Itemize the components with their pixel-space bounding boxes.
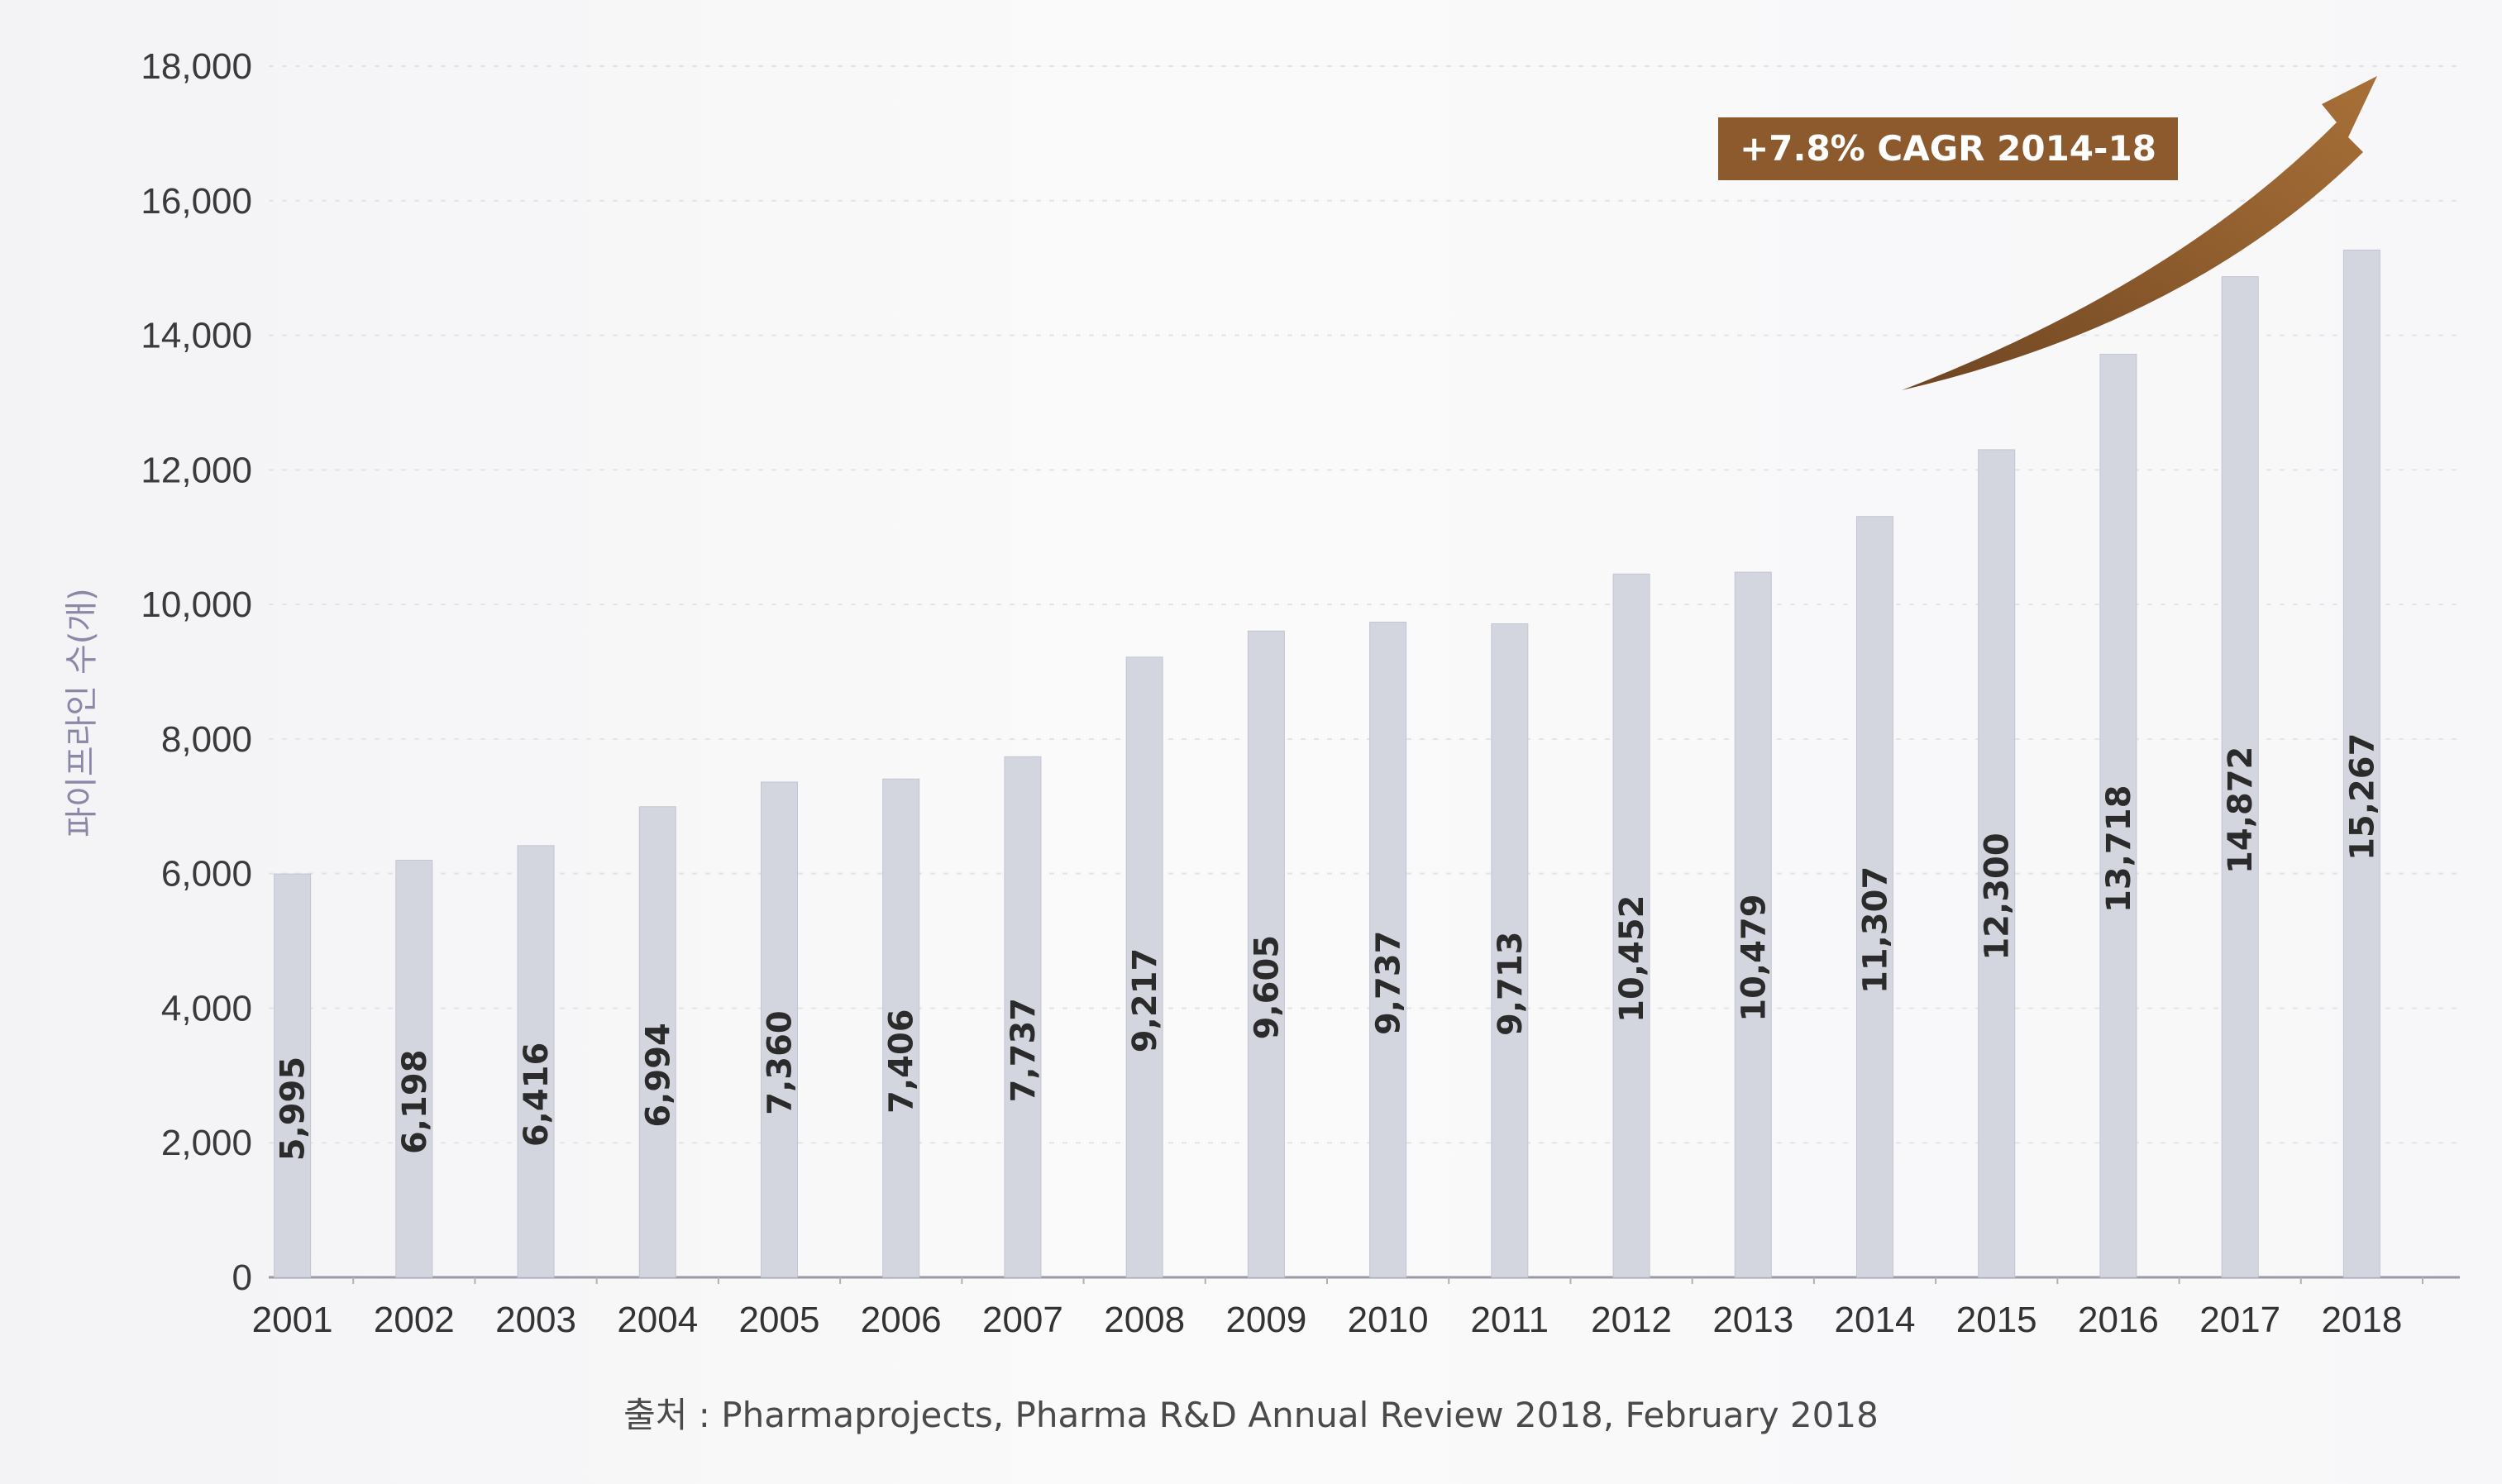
data-label: 9,605: [1248, 935, 1286, 1040]
bar-2014: [1856, 516, 1893, 1278]
data-label: 12,300: [1979, 833, 2017, 960]
data-label: 14,872: [2222, 747, 2260, 874]
bar-2006: [882, 778, 920, 1278]
x-tick-label: 2018: [2321, 1300, 2402, 1340]
data-label: 9,713: [1492, 931, 1530, 1036]
bar-2002: [395, 860, 433, 1278]
x-tick-label: 2006: [861, 1300, 942, 1340]
data-label: 15,267: [2343, 733, 2381, 861]
bar-2004: [638, 806, 676, 1278]
y-tick-label: 0: [232, 1257, 252, 1298]
data-label: 6,416: [518, 1043, 556, 1148]
data-label: 7,737: [1005, 998, 1043, 1103]
data-label: 7,406: [883, 1009, 921, 1114]
labels: 0 2,000 4,000 6,000 8,000 10,000 12,000 14,000 1…: [141, 46, 2402, 1340]
bar-2008: [1125, 656, 1163, 1278]
y-tick-label: 18,000: [141, 46, 252, 87]
y-tick-label: 12,000: [141, 450, 252, 490]
cagr-label: +7.8% CAGR 2014-18: [1740, 128, 2156, 169]
x-tick-label: 2016: [2078, 1300, 2159, 1340]
x-tick-label: 2011: [1471, 1300, 1549, 1340]
bar-2010: [1369, 622, 1407, 1278]
data-label: 7,360: [762, 1010, 800, 1115]
bar-2003: [517, 845, 555, 1278]
bar-2001: [274, 873, 312, 1278]
x-tick-label: 2008: [1104, 1300, 1185, 1340]
data-label: 9,217: [1126, 948, 1164, 1053]
data-label: 13,718: [2100, 785, 2138, 913]
bar-2012: [1612, 573, 1650, 1278]
y-tick-label: 10,000: [141, 585, 252, 625]
x-tick-label: 2001: [252, 1300, 333, 1340]
x-tick-label: 2005: [739, 1300, 820, 1340]
bar-2005: [761, 781, 798, 1278]
x-tick-label: 2015: [1956, 1300, 2037, 1340]
bar-2011: [1491, 623, 1529, 1278]
x-tick-label: 2009: [1225, 1300, 1306, 1340]
bar-2018: [2342, 249, 2380, 1278]
x-tick-label: 2012: [1591, 1300, 1672, 1340]
y-axis-title: 파이프라인 수(개): [63, 588, 101, 837]
y-tick-label: 2,000: [161, 1123, 252, 1163]
data-label: 6,994: [639, 1023, 677, 1128]
bar-2017: [2221, 276, 2259, 1278]
axes: [269, 1276, 2460, 1284]
x-tick-label: 2003: [495, 1300, 576, 1340]
growth-arrow: [1902, 76, 2377, 390]
data-label: 5,995: [275, 1057, 313, 1162]
data-label: 10,479: [1735, 894, 1773, 1021]
data-label: 9,737: [1370, 930, 1408, 1035]
bar-2015: [1978, 449, 2016, 1278]
data-label: 11,307: [1857, 866, 1895, 994]
data-label: 10,452: [1613, 895, 1651, 1022]
bars: [274, 249, 2380, 1278]
grid-lines: [269, 65, 2460, 1144]
bar-2016: [2099, 354, 2137, 1278]
cagr-annotation: +7.8% CAGR 2014-18: [1718, 117, 2178, 180]
y-tick-label: 6,000: [161, 854, 252, 895]
x-tick-label: 2007: [982, 1300, 1063, 1340]
source-note: 출처 : Pharmaprojects, Pharma R&D Annual R…: [623, 1395, 1879, 1435]
bar-2013: [1734, 571, 1772, 1278]
x-tick-label: 2013: [1712, 1300, 1793, 1340]
x-tick-label: 2002: [374, 1300, 455, 1340]
y-tick-label: 4,000: [161, 988, 252, 1028]
data-label: 6,198: [396, 1050, 434, 1155]
x-tick-label: 2014: [1835, 1300, 1916, 1340]
y-tick-label: 8,000: [161, 719, 252, 760]
x-tick-label: 2017: [2199, 1300, 2280, 1340]
bar-2007: [1004, 756, 1042, 1278]
x-tick-label: 2010: [1348, 1300, 1429, 1340]
x-tick-label: 2004: [617, 1300, 698, 1340]
cagr-badge: [1718, 117, 2178, 180]
bar-2009: [1247, 630, 1285, 1278]
y-tick-label: 16,000: [141, 181, 252, 222]
y-tick-label: 14,000: [141, 316, 252, 356]
